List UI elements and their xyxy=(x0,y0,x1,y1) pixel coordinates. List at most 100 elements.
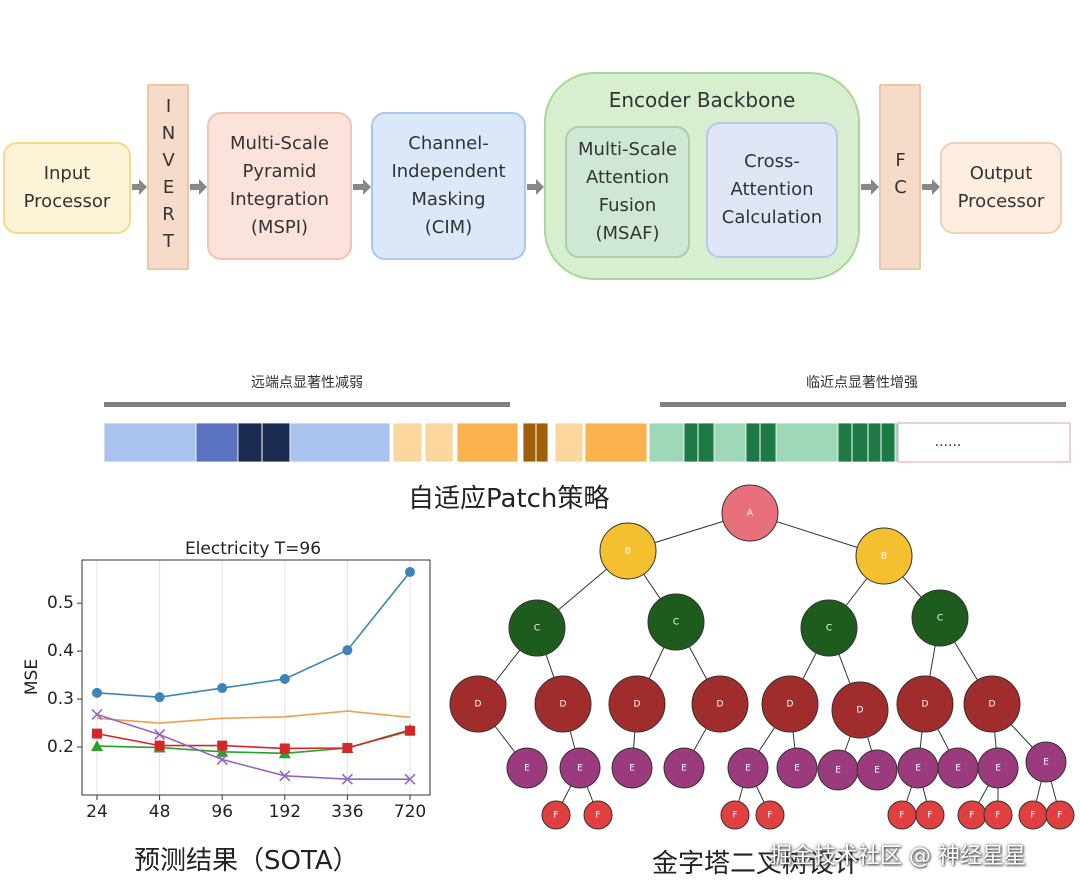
marker xyxy=(91,708,103,720)
tree-node xyxy=(911,589,969,647)
arrow xyxy=(861,179,879,195)
box-text: Integration xyxy=(229,189,330,210)
box-text: Pyramid xyxy=(242,161,317,182)
patch-label: 临近点显著性增强 xyxy=(806,375,918,391)
tree-node xyxy=(508,599,566,657)
node-label: C xyxy=(937,614,943,624)
x-tick-label: 720 xyxy=(394,802,426,822)
y-tick-label: 0.5 xyxy=(47,593,74,613)
y-tick-label: 0.3 xyxy=(47,689,74,709)
tree-node xyxy=(1045,800,1075,830)
input-box: Input Processor xyxy=(3,142,131,234)
cross-box: Cross- Attention Calculation xyxy=(706,122,838,258)
tree-node xyxy=(755,800,785,830)
cim-box: Channel- Independent Masking (CIM) xyxy=(371,112,526,260)
box-text: (MSPI) xyxy=(250,217,309,238)
y-axis-label: MSE xyxy=(22,659,42,695)
marker xyxy=(279,743,290,754)
tree-node xyxy=(720,800,750,830)
node-label: E xyxy=(629,764,635,774)
tree-node xyxy=(856,749,898,791)
patch-segment xyxy=(584,422,648,463)
mspi-box: Multi-Scale Pyramid Integration (MSPI) xyxy=(207,112,352,260)
tree-node xyxy=(983,800,1013,830)
tree-node xyxy=(608,675,666,733)
tree-node xyxy=(663,747,705,789)
box-text: INVERT xyxy=(158,96,179,258)
tree-node xyxy=(855,527,913,585)
tree-node xyxy=(506,747,548,789)
node-label: F xyxy=(553,811,558,821)
node-label: E xyxy=(955,764,961,774)
marker xyxy=(216,745,229,757)
marker xyxy=(404,773,416,785)
chart: Electricity T=96 MSE 24 48 96 192 336 720 0.2 0.3… xyxy=(22,539,431,822)
marker xyxy=(279,673,290,684)
marker xyxy=(342,645,353,656)
node-label: D xyxy=(475,700,482,710)
patch-strip: 远端点显著性减弱 临近点显著性增强 ...... xyxy=(103,375,1071,463)
x-tick-label: 24 xyxy=(86,802,108,822)
node-label: F xyxy=(995,811,1000,821)
box-text: Cross- xyxy=(744,151,800,172)
node-label: E xyxy=(874,766,880,776)
series-line xyxy=(96,729,411,755)
series-line xyxy=(96,710,411,724)
patch-segment xyxy=(745,422,777,463)
node-label: B xyxy=(625,547,631,557)
patch-segment xyxy=(456,422,519,463)
arrows xyxy=(132,179,940,195)
node-label: E xyxy=(577,764,583,774)
series-line xyxy=(96,571,411,698)
node-label: F xyxy=(969,811,974,821)
marker xyxy=(279,770,291,782)
node-label: B xyxy=(881,552,887,562)
patch-segment xyxy=(392,422,423,463)
patch-segment xyxy=(424,422,454,463)
patch-segment xyxy=(554,422,584,463)
patch-segment xyxy=(289,422,391,463)
tree-node xyxy=(647,593,705,651)
watermark: 掘金技术社区 @ 神经星星 xyxy=(770,844,1026,869)
node-label: D xyxy=(989,700,996,710)
tree-node xyxy=(721,484,779,542)
tree-node xyxy=(977,747,1019,789)
x-tick-label: 48 xyxy=(149,802,171,822)
msaf-box: Multi-Scale Attention Fusion (MSAF) xyxy=(565,126,690,258)
node-label: D xyxy=(857,706,864,716)
box-text: Independent xyxy=(391,161,506,182)
box-text: (CIM) xyxy=(424,217,473,238)
patch-segment xyxy=(195,422,239,463)
node-label: F xyxy=(732,811,737,821)
box-text: Input xyxy=(43,163,91,184)
tree-node xyxy=(800,599,858,657)
encoder-title: Encoder Backbone xyxy=(608,88,796,112)
ellipsis: ...... xyxy=(935,434,962,450)
tree-node xyxy=(534,675,592,733)
y-tick-label: 0.4 xyxy=(47,641,74,661)
node-label: E xyxy=(745,764,751,774)
marker xyxy=(405,566,415,577)
node-label: E xyxy=(835,766,841,776)
node-label: E xyxy=(915,764,921,774)
tree-node xyxy=(727,747,769,789)
marker xyxy=(217,740,228,751)
arrow-group xyxy=(132,179,940,195)
node-label: C xyxy=(534,624,540,634)
node-label: E xyxy=(794,764,800,774)
tree-node xyxy=(449,675,507,733)
node-label: D xyxy=(560,700,567,710)
node-label: E xyxy=(524,764,530,774)
tree-node xyxy=(583,800,613,830)
box-text: Attention xyxy=(585,167,670,188)
marker xyxy=(154,729,166,741)
box-text: Multi-Scale xyxy=(578,139,677,160)
range-bar xyxy=(660,402,1066,407)
arrow xyxy=(353,179,371,195)
box-text: FC xyxy=(890,150,911,204)
patch-segment xyxy=(683,422,715,463)
node-label: E xyxy=(995,764,1001,774)
marker xyxy=(91,740,103,752)
node-label: F xyxy=(595,811,600,821)
